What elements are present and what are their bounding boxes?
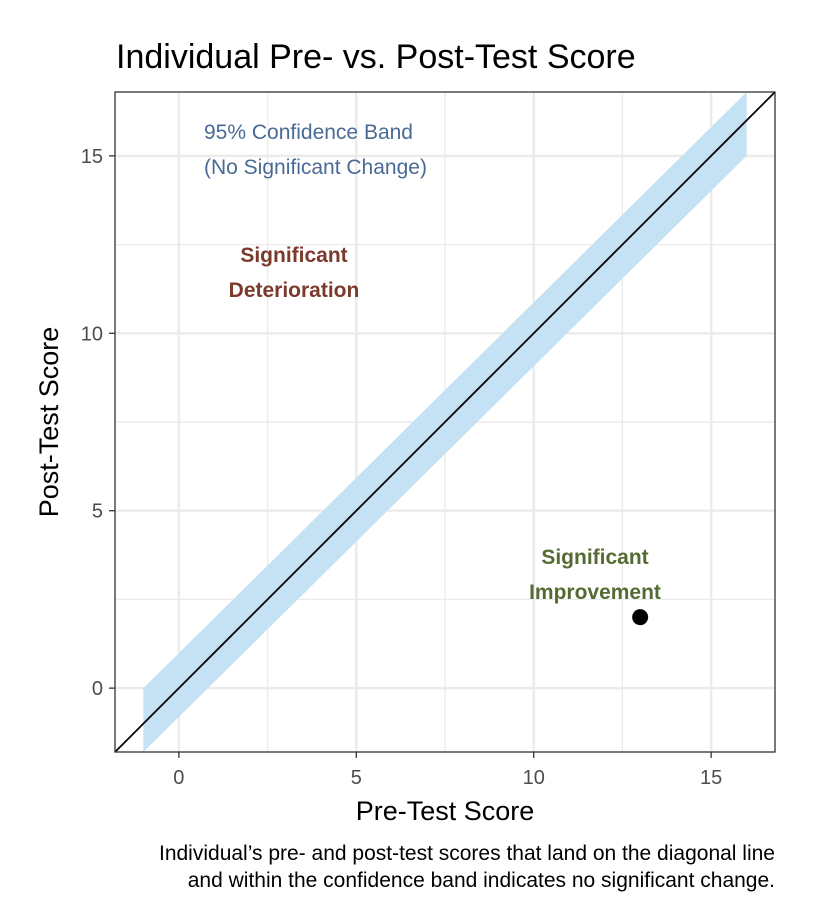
x-tick-label: 10 (523, 767, 545, 789)
annotation-layer: 95% Confidence Band (No Significant Chang… (204, 121, 661, 604)
y-tick-label: 15 (81, 146, 103, 168)
x-tick-label: 0 (173, 767, 184, 789)
y-tick-label: 0 (92, 678, 103, 700)
points-layer (632, 609, 649, 626)
improvement-annotation-line: Significant (541, 546, 648, 569)
plot-border (114, 91, 776, 753)
y-tick-label: 5 (92, 501, 103, 523)
chart-title: Individual Pre- vs. Post-Test Score (116, 38, 636, 76)
improvement-annotation-line: Improvement (529, 581, 661, 604)
caption-line: and within the confidence band indicates… (188, 869, 775, 892)
grid-layer (115, 92, 775, 752)
y-axis-title: Post-Test Score (34, 327, 64, 518)
y-tick-label: 10 (81, 323, 103, 345)
deterioration-annotation-line: Deterioration (229, 279, 360, 302)
band-annotation-line: (No Significant Change) (204, 156, 427, 179)
x-axis-title: Pre-Test Score (356, 796, 535, 826)
tick-layer: 0 5 10 15 0 5 10 15 (81, 146, 723, 789)
diagonal-line (114, 91, 776, 753)
x-tick-label: 15 (700, 767, 722, 789)
caption-line: Individual’s pre- and post-test scores t… (159, 842, 775, 865)
band-annotation-line: 95% Confidence Band (204, 121, 413, 144)
caption: Individual’s pre- and post-test scores t… (159, 842, 775, 892)
diagonal-line-layer (114, 91, 776, 753)
data-point (632, 609, 649, 626)
deterioration-annotation-line: Significant (240, 244, 347, 267)
x-tick-label: 5 (351, 767, 362, 789)
